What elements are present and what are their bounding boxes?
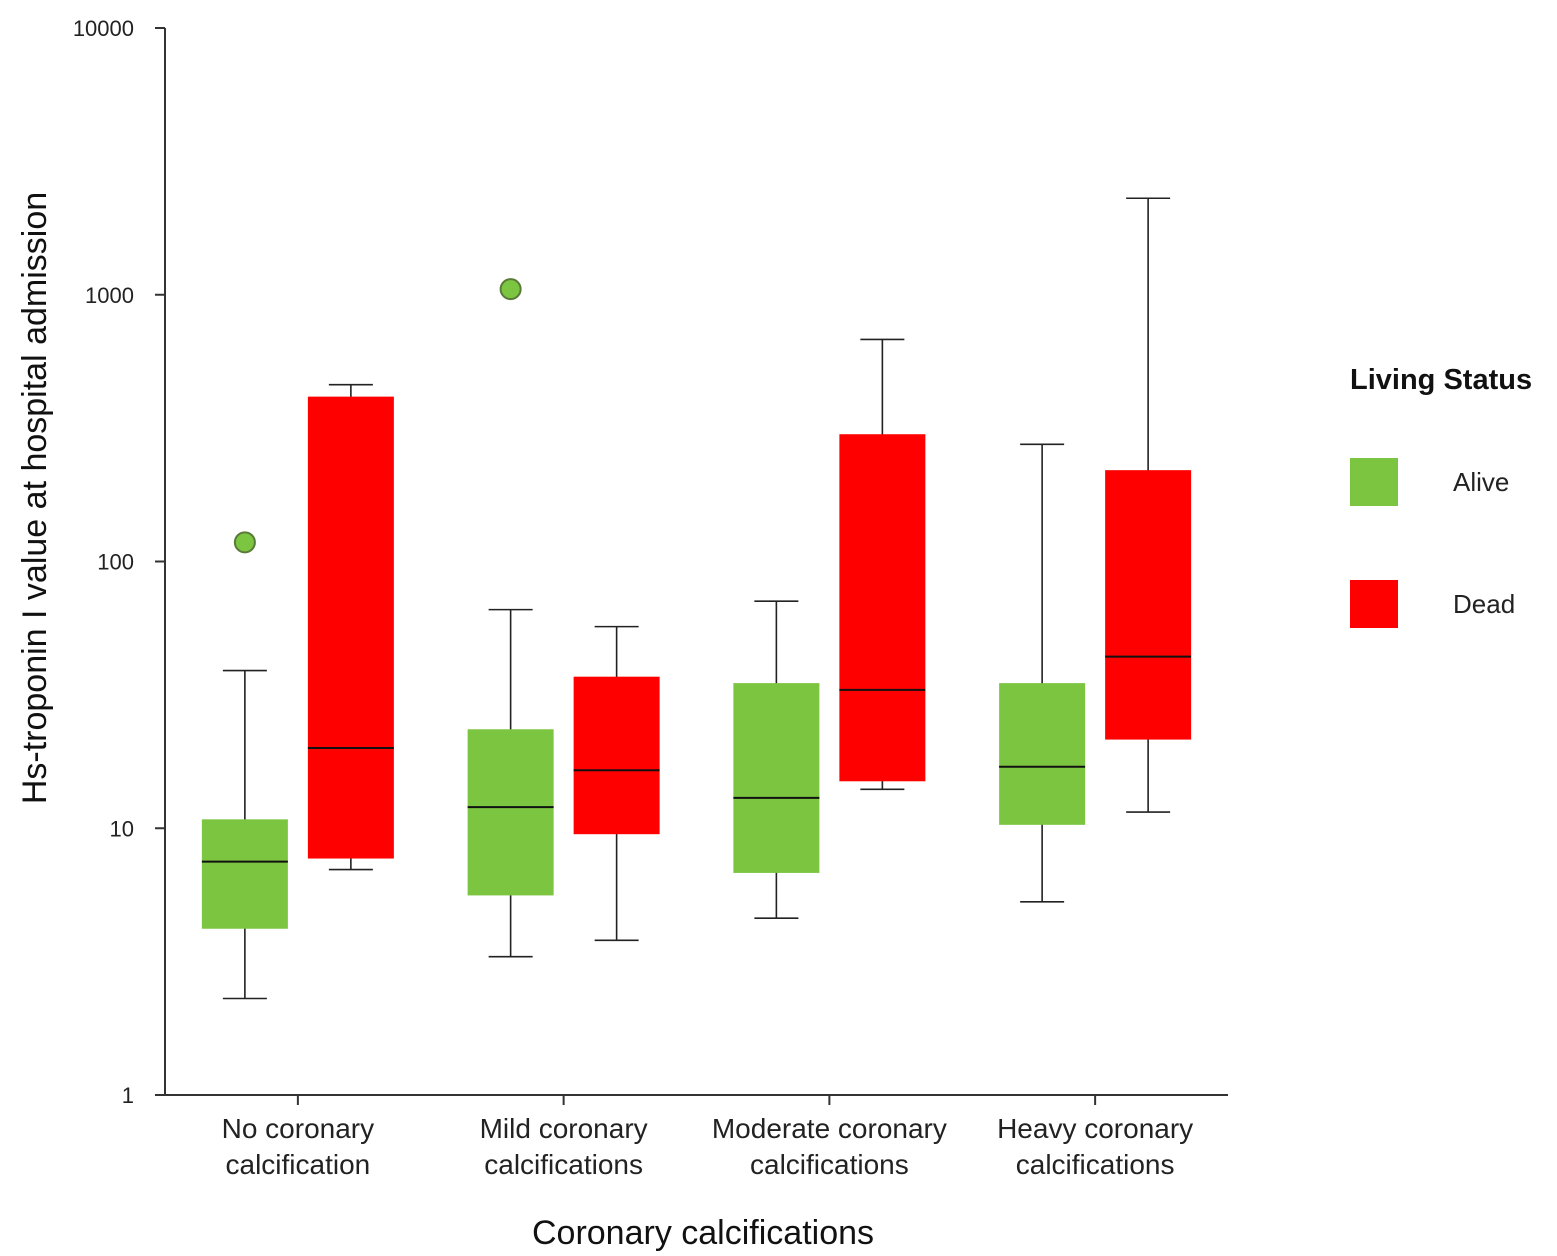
box-rect (201, 819, 288, 929)
legend: Living Status Alive Dead (1350, 364, 1532, 628)
box-rect (1105, 470, 1192, 740)
legend-label-dead: Dead (1453, 589, 1515, 619)
legend-swatch-dead (1350, 580, 1398, 628)
x-tick-label: Moderate coronary calcifications (712, 1113, 947, 1180)
y-axis-title: Hs-troponin I value at hospital admissio… (16, 192, 54, 804)
x-tick-label-line: No coronary (222, 1113, 375, 1144)
box-rect (733, 683, 820, 873)
y-ticks: 1 10 100 1000 10000 (73, 16, 165, 1108)
y-tick-label: 1 (122, 1083, 134, 1108)
x-axis-title: Coronary calcifications (532, 1214, 874, 1252)
box-rect (573, 676, 660, 835)
x-ticks: No coronary calcification Mild coronary cal… (222, 1095, 1193, 1180)
x-tick-label: No coronary calcification (222, 1113, 375, 1180)
box-alive-1 (467, 278, 554, 958)
box-alive-2 (733, 600, 820, 920)
y-tick-label: 10000 (73, 16, 134, 41)
x-tick-label-line: Mild coronary (480, 1113, 648, 1144)
box-rect (307, 396, 394, 859)
box-dead-3 (1105, 197, 1192, 813)
box-alive-3 (999, 443, 1086, 903)
x-tick-label-line: calcifications (1016, 1149, 1175, 1180)
box-dead-2 (839, 338, 926, 791)
legend-title: Living Status (1350, 364, 1532, 396)
x-tick-label-line: calcifications (750, 1149, 909, 1180)
legend-swatch-alive (1350, 458, 1398, 506)
box-alive-0 (201, 531, 288, 1000)
legend-label-alive: Alive (1453, 467, 1509, 497)
box-rect (467, 729, 554, 896)
x-tick-label-line: calcification (226, 1149, 371, 1180)
box-rect (839, 434, 926, 782)
x-tick-label: Heavy coronary calcifications (997, 1113, 1193, 1180)
outlier-point (499, 278, 522, 301)
boxes (201, 197, 1192, 1000)
box-dead-0 (307, 383, 394, 871)
x-tick-label: Mild coronary calcifications (480, 1113, 648, 1180)
y-tick-label: 1000 (85, 283, 134, 308)
y-tick-label: 10 (110, 816, 134, 841)
x-tick-label-line: calcifications (484, 1149, 643, 1180)
x-tick-label-line: Heavy coronary (997, 1113, 1193, 1144)
box-dead-1 (573, 625, 660, 942)
outlier-point (233, 531, 256, 554)
box-rect (999, 683, 1086, 825)
x-tick-label-line: Moderate coronary (712, 1113, 947, 1144)
y-tick-label: 100 (97, 550, 134, 575)
